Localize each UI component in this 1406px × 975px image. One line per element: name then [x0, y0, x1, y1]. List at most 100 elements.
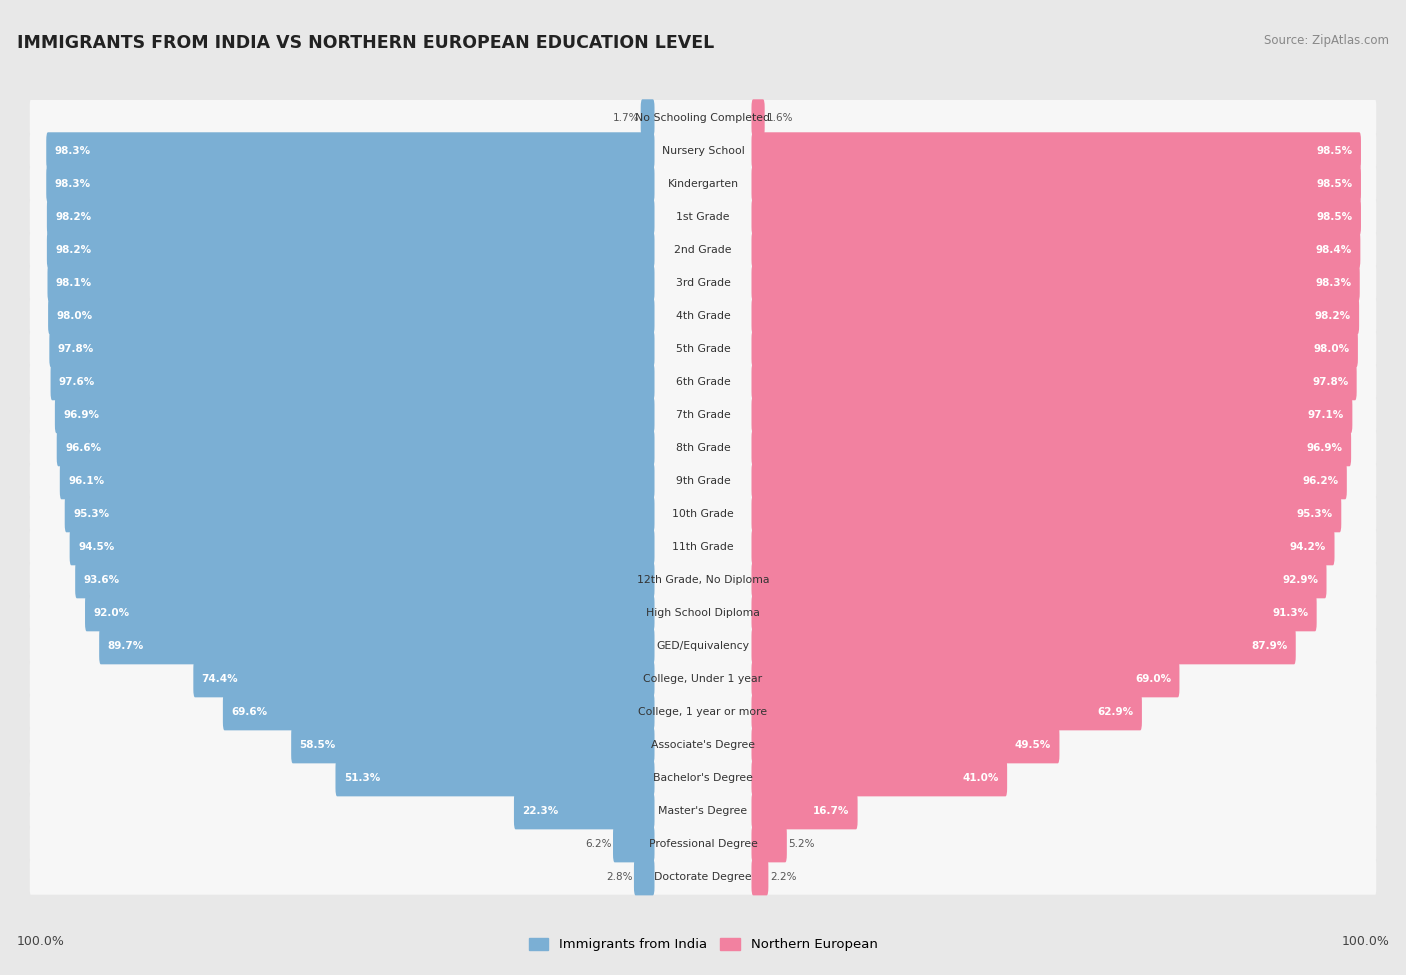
FancyBboxPatch shape [30, 529, 1376, 565]
Text: 96.6%: 96.6% [65, 443, 101, 452]
Text: 93.6%: 93.6% [83, 575, 120, 585]
FancyBboxPatch shape [30, 298, 1376, 333]
Text: 1.6%: 1.6% [766, 113, 793, 123]
Text: 58.5%: 58.5% [299, 740, 336, 750]
FancyBboxPatch shape [30, 793, 1376, 829]
FancyBboxPatch shape [30, 265, 1376, 300]
Text: GED/Equivalency: GED/Equivalency [657, 641, 749, 651]
Text: 16.7%: 16.7% [813, 806, 849, 816]
FancyBboxPatch shape [30, 430, 1376, 466]
Text: 2.8%: 2.8% [606, 872, 633, 882]
Text: 97.8%: 97.8% [58, 344, 94, 354]
Text: 97.6%: 97.6% [59, 376, 96, 387]
Text: 98.0%: 98.0% [56, 311, 93, 321]
FancyBboxPatch shape [751, 133, 1361, 170]
Text: 96.2%: 96.2% [1302, 476, 1339, 486]
Text: High School Diploma: High School Diploma [647, 607, 759, 618]
Text: 89.7%: 89.7% [107, 641, 143, 651]
FancyBboxPatch shape [751, 198, 1361, 235]
Text: 92.9%: 92.9% [1282, 575, 1319, 585]
Text: 1st Grade: 1st Grade [676, 212, 730, 221]
Text: Associate's Degree: Associate's Degree [651, 740, 755, 750]
Text: 97.1%: 97.1% [1308, 410, 1344, 420]
Text: No Schooling Completed: No Schooling Completed [636, 113, 770, 123]
Text: Source: ZipAtlas.com: Source: ZipAtlas.com [1264, 34, 1389, 47]
FancyBboxPatch shape [30, 199, 1376, 235]
Text: 4th Grade: 4th Grade [676, 311, 730, 321]
Text: 98.2%: 98.2% [55, 245, 91, 254]
Text: 95.3%: 95.3% [73, 509, 110, 519]
FancyBboxPatch shape [751, 264, 1360, 301]
Text: 7th Grade: 7th Grade [676, 410, 730, 420]
Text: 98.5%: 98.5% [1316, 212, 1353, 221]
FancyBboxPatch shape [30, 232, 1376, 267]
FancyBboxPatch shape [46, 133, 655, 170]
FancyBboxPatch shape [30, 661, 1376, 697]
FancyBboxPatch shape [751, 99, 765, 136]
FancyBboxPatch shape [751, 429, 1351, 466]
FancyBboxPatch shape [30, 99, 1376, 136]
FancyBboxPatch shape [751, 495, 1341, 532]
Text: IMMIGRANTS FROM INDIA VS NORTHERN EUROPEAN EDUCATION LEVEL: IMMIGRANTS FROM INDIA VS NORTHERN EUROPE… [17, 34, 714, 52]
FancyBboxPatch shape [30, 595, 1376, 631]
FancyBboxPatch shape [751, 760, 1007, 797]
Text: 11th Grade: 11th Grade [672, 542, 734, 552]
FancyBboxPatch shape [30, 694, 1376, 729]
Text: 6.2%: 6.2% [585, 838, 612, 849]
Text: 98.5%: 98.5% [1316, 146, 1353, 156]
FancyBboxPatch shape [46, 231, 655, 268]
FancyBboxPatch shape [30, 760, 1376, 796]
FancyBboxPatch shape [751, 858, 768, 895]
FancyBboxPatch shape [48, 264, 655, 301]
FancyBboxPatch shape [751, 396, 1353, 433]
FancyBboxPatch shape [30, 397, 1376, 433]
FancyBboxPatch shape [751, 726, 1060, 763]
FancyBboxPatch shape [100, 627, 655, 664]
FancyBboxPatch shape [30, 463, 1376, 498]
FancyBboxPatch shape [46, 166, 655, 202]
FancyBboxPatch shape [60, 462, 655, 499]
Text: 98.4%: 98.4% [1316, 245, 1353, 254]
FancyBboxPatch shape [751, 462, 1347, 499]
Text: 12th Grade, No Diploma: 12th Grade, No Diploma [637, 575, 769, 585]
FancyBboxPatch shape [30, 727, 1376, 762]
FancyBboxPatch shape [84, 595, 655, 632]
FancyBboxPatch shape [291, 726, 655, 763]
Text: 94.5%: 94.5% [77, 542, 114, 552]
FancyBboxPatch shape [55, 396, 655, 433]
FancyBboxPatch shape [751, 595, 1316, 632]
FancyBboxPatch shape [224, 693, 655, 730]
Text: 98.1%: 98.1% [56, 278, 91, 288]
Text: 98.3%: 98.3% [1315, 278, 1351, 288]
FancyBboxPatch shape [46, 198, 655, 235]
Text: 1.7%: 1.7% [613, 113, 640, 123]
FancyBboxPatch shape [30, 628, 1376, 664]
FancyBboxPatch shape [56, 429, 655, 466]
Text: Doctorate Degree: Doctorate Degree [654, 872, 752, 882]
FancyBboxPatch shape [336, 760, 655, 797]
Text: 96.9%: 96.9% [63, 410, 100, 420]
Text: 2.2%: 2.2% [770, 872, 797, 882]
Text: 8th Grade: 8th Grade [676, 443, 730, 452]
Text: 95.3%: 95.3% [1296, 509, 1333, 519]
Text: 5.2%: 5.2% [789, 838, 815, 849]
Text: 87.9%: 87.9% [1251, 641, 1288, 651]
FancyBboxPatch shape [75, 562, 655, 599]
Legend: Immigrants from India, Northern European: Immigrants from India, Northern European [523, 932, 883, 956]
FancyBboxPatch shape [30, 166, 1376, 202]
Text: 49.5%: 49.5% [1015, 740, 1052, 750]
Text: 92.0%: 92.0% [93, 607, 129, 618]
Text: 91.3%: 91.3% [1272, 607, 1309, 618]
Text: 5th Grade: 5th Grade [676, 344, 730, 354]
FancyBboxPatch shape [634, 858, 655, 895]
FancyBboxPatch shape [49, 331, 655, 368]
FancyBboxPatch shape [65, 495, 655, 532]
FancyBboxPatch shape [751, 231, 1361, 268]
Text: 69.0%: 69.0% [1135, 674, 1171, 683]
Text: 51.3%: 51.3% [344, 773, 380, 783]
FancyBboxPatch shape [751, 364, 1357, 401]
Text: 9th Grade: 9th Grade [676, 476, 730, 486]
FancyBboxPatch shape [751, 826, 787, 862]
Text: 94.2%: 94.2% [1289, 542, 1326, 552]
FancyBboxPatch shape [30, 826, 1376, 862]
